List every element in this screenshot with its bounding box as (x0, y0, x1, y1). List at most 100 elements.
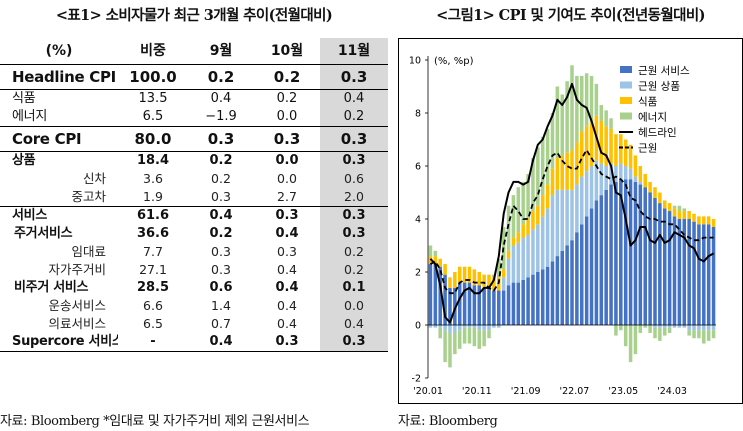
bar-segment (550, 113, 555, 169)
bar-segment (453, 332, 457, 355)
bar-segment (555, 86, 560, 159)
bar-segment (648, 325, 652, 333)
bar-segment (711, 325, 716, 331)
bar-segment (457, 325, 462, 331)
row-value-sep: 0.2 (188, 64, 254, 90)
bar-segment (687, 330, 691, 336)
bar-segment (531, 158, 535, 212)
bar-segment (628, 179, 633, 325)
bar-segment (594, 160, 599, 201)
bar-segment (453, 325, 457, 333)
bar-segment (550, 168, 555, 196)
bar-segment (433, 256, 438, 265)
bar-segment (506, 285, 511, 325)
table-row: Supercore 서비스*-0.40.30.3 (0, 333, 388, 352)
row-value-sep: 0.3 (211, 262, 231, 277)
row-value-sep: 0.6 (209, 280, 233, 295)
bar-segment (448, 325, 452, 333)
bar-segment (614, 181, 618, 325)
row-value-oct: 0.0 (254, 151, 320, 170)
bar-segment (575, 75, 579, 143)
x-tick-label: '20.11 (462, 386, 492, 397)
bar-segment (536, 147, 540, 206)
bar-segment (555, 158, 560, 190)
bar-segment (628, 168, 633, 180)
bar-segment (511, 282, 516, 325)
bar-segment (521, 224, 525, 238)
bar-segment (628, 325, 633, 363)
bar-segment (702, 325, 706, 331)
bar-segment (702, 224, 706, 325)
row-value-sep: 0.3 (188, 126, 254, 152)
table-row: 중고차 1.9 0.3 2.7 2.0 (0, 188, 388, 207)
bar-segment (662, 200, 667, 209)
row-label: 식품 (0, 89, 118, 108)
bar-segment (653, 197, 657, 325)
row-value-nov: 0.1 (320, 279, 388, 297)
headline-line (429, 82, 715, 324)
bar-segment (687, 211, 691, 219)
row-label: Headline CPI (0, 64, 118, 90)
bar-segment (667, 211, 672, 325)
bar-segment (443, 330, 447, 363)
row-label: 에너지 (12, 109, 47, 124)
table-row: 신차 3.6 0.2 0.0 0.6 (0, 170, 388, 188)
bar-segment (531, 274, 535, 325)
row-value-oct: 0.3 (277, 244, 297, 259)
row-label: Core CPI (0, 126, 118, 152)
row-value-nov: 2.0 (320, 188, 388, 207)
bar-segment (604, 110, 608, 127)
bar-segment (658, 203, 662, 325)
bar-segment (633, 155, 638, 177)
bar-segment (580, 176, 584, 225)
bar-segment (506, 205, 511, 251)
bar-segment (477, 325, 482, 331)
bar-segment (526, 234, 530, 278)
bar-segment (565, 189, 569, 246)
bar-segment (614, 134, 618, 166)
x-tick-label: '23.05 (608, 386, 638, 397)
row-weight: 6.6 (143, 298, 163, 313)
row-weight: 18.4 (118, 151, 188, 170)
row-value-oct: 0.4 (275, 280, 299, 295)
row-value-sep: 0.3 (211, 244, 231, 259)
bar-segment (653, 187, 657, 198)
bar-segment (501, 269, 506, 278)
row-value-nov: 0.2 (320, 261, 388, 279)
bar-segment (516, 242, 521, 283)
legend-label: 근원 (638, 143, 657, 155)
bar-segment (692, 221, 696, 325)
unit-label: (%, %p) (434, 56, 474, 67)
bar-segment (594, 200, 599, 325)
bar-segment (550, 195, 555, 262)
bar-segment (482, 325, 486, 331)
bar-segment (497, 258, 501, 278)
row-value-nov: 0.3 (320, 333, 388, 352)
header-sep: 9월 (209, 43, 233, 59)
bar-segment (565, 152, 569, 190)
bar-segment (575, 232, 579, 325)
bar-segment (545, 128, 550, 185)
bar-segment (609, 128, 613, 164)
legend-swatch (620, 66, 632, 73)
bar-segment (594, 83, 599, 116)
bar-segment (536, 205, 540, 225)
bar-segment (457, 266, 462, 283)
bar-segment (521, 181, 525, 225)
bar-segment (555, 256, 560, 325)
bar-segment (575, 184, 579, 233)
bar-segment (702, 216, 706, 225)
row-value-nov: 0.4 (320, 89, 388, 108)
bar-segment (521, 279, 525, 325)
bar-segment (662, 325, 667, 328)
bar-segment (682, 219, 687, 325)
bar-segment (433, 325, 438, 328)
bar-segment (560, 94, 564, 156)
bar-segment (662, 208, 667, 325)
bar-segment (531, 229, 535, 275)
y-tick-label: 0 (415, 321, 421, 332)
bar-segment (677, 325, 682, 328)
row-label: 운송서비스 (48, 298, 106, 313)
chart-svg: -2 0 2 4 6 8 10 (%, %p) '20.01 '20.11 '21.09 '22.07… (398, 38, 743, 404)
bar-segment (453, 287, 457, 325)
